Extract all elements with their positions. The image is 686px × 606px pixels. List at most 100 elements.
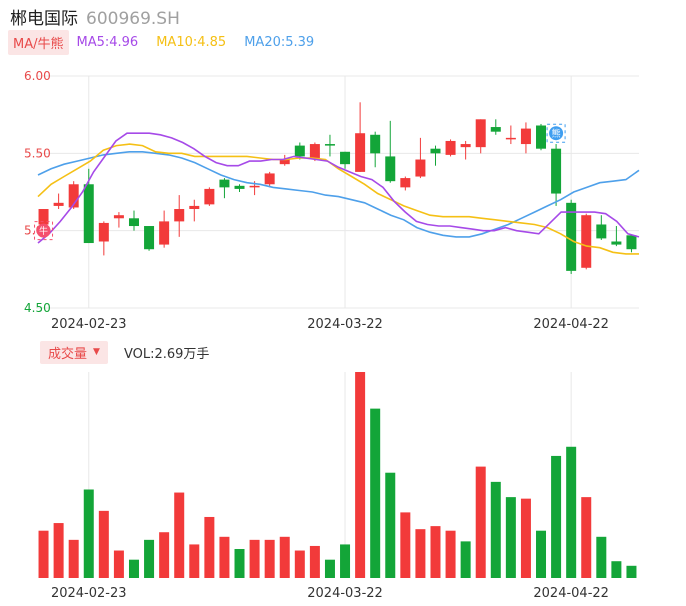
volume-bar: [264, 539, 275, 578]
price-x-tick-label: 2024-03-22: [307, 317, 383, 332]
candle: [128, 210, 139, 231]
candle-body: [611, 241, 622, 245]
volume-bar: [340, 544, 351, 578]
marker-frame: [34, 221, 54, 241]
candle: [370, 131, 381, 168]
candle: [189, 199, 200, 222]
candle-body: [536, 125, 547, 149]
volume-bar: [611, 561, 622, 578]
candle: [355, 102, 366, 172]
volume-toggle-button[interactable]: 成交量 ▼: [40, 340, 108, 364]
candle-body: [385, 156, 396, 182]
candle: [536, 123, 547, 151]
candle: [174, 195, 185, 237]
candle-body: [490, 127, 501, 132]
marker-frame: [546, 123, 566, 143]
volume-bar: [53, 523, 64, 578]
candle-body: [596, 224, 607, 239]
candle: [460, 140, 471, 160]
candle: [340, 151, 351, 169]
candle-body: [264, 173, 275, 185]
ma-legend: MA/牛熊 MA5:4.96 MA10:4.85 MA20:5.39: [8, 29, 332, 55]
candle: [475, 119, 486, 154]
volume-bar: [324, 559, 335, 578]
candle: [430, 145, 441, 166]
ma5-line: [37, 132, 640, 244]
candle-body: [144, 226, 155, 250]
price-tick-label: 6.00: [24, 69, 51, 83]
candle-body: [430, 148, 441, 154]
candle-body: [355, 133, 366, 172]
volume-bar: [566, 446, 577, 578]
price-x-tick-label: 2024-02-23: [51, 317, 127, 332]
candle: [626, 235, 637, 253]
candle-body: [415, 159, 426, 177]
volume-bar: [505, 497, 516, 578]
caret-down-icon: ▼: [93, 347, 100, 357]
candle: [490, 119, 501, 135]
stock-name: 郴电国际: [10, 9, 78, 29]
marker-label: 熊: [552, 128, 561, 140]
candle-body: [520, 128, 531, 145]
candle: [551, 144, 562, 206]
volume-bar: [460, 541, 471, 578]
volume-bar: [355, 372, 366, 578]
volume-bar: [128, 559, 139, 578]
volume-bar: [309, 545, 320, 578]
bear-marker: 熊: [546, 123, 566, 143]
candle: [234, 184, 245, 192]
candle: [400, 176, 411, 191]
volume-bar: [445, 530, 456, 578]
volume-bar: [370, 408, 381, 578]
candle-body: [53, 202, 64, 206]
candle: [53, 193, 64, 210]
volume-bar: [279, 536, 290, 578]
candle-body: [340, 151, 351, 165]
candle: [566, 199, 577, 274]
volume-bar: [219, 536, 230, 578]
volume-bar: [430, 526, 441, 578]
candle-body: [68, 184, 79, 208]
candle-body: [174, 209, 185, 222]
marker-badge: [549, 126, 564, 141]
candle: [415, 137, 426, 179]
marker-badge: [36, 223, 51, 238]
candle-body: [309, 144, 320, 158]
candle: [264, 171, 275, 188]
volume-bar: [98, 510, 109, 578]
candle: [520, 122, 531, 154]
candle-body: [159, 221, 170, 245]
candle-body: [626, 235, 637, 250]
volume-toggle-label: 成交量: [48, 346, 88, 362]
ma-toggle-button[interactable]: MA/牛熊: [8, 29, 69, 55]
volume-bar: [626, 565, 637, 578]
volume-bar: [490, 481, 501, 578]
volume-bar: [234, 549, 245, 578]
candle-body: [460, 144, 471, 148]
volume-bar: [520, 498, 531, 578]
candle: [159, 210, 170, 248]
volume-bar: [68, 539, 79, 578]
candle-body: [566, 202, 577, 271]
candle: [144, 226, 155, 251]
volume-bar: [144, 539, 155, 578]
volume-bar: [249, 539, 260, 578]
volume-bar: [159, 532, 170, 578]
candle: [324, 134, 335, 157]
candle-body: [400, 178, 411, 188]
candle-body: [38, 209, 49, 225]
volume-x-tick-label: 2024-04-22: [533, 586, 609, 601]
ma20-label: MA20:5.39: [244, 34, 315, 50]
candle-body: [475, 119, 486, 148]
volume-bar: [385, 472, 396, 578]
volume-bar: [596, 536, 607, 578]
ma10-line: [37, 143, 639, 255]
volume-bar: [294, 550, 305, 578]
volume-bar: [174, 492, 185, 578]
candle-body: [445, 140, 456, 155]
price-tick-label: 4.50: [24, 301, 51, 315]
ma5-label: MA5:4.96: [76, 34, 139, 50]
candle-body: [294, 145, 305, 157]
bull-marker: 牛: [34, 221, 54, 241]
